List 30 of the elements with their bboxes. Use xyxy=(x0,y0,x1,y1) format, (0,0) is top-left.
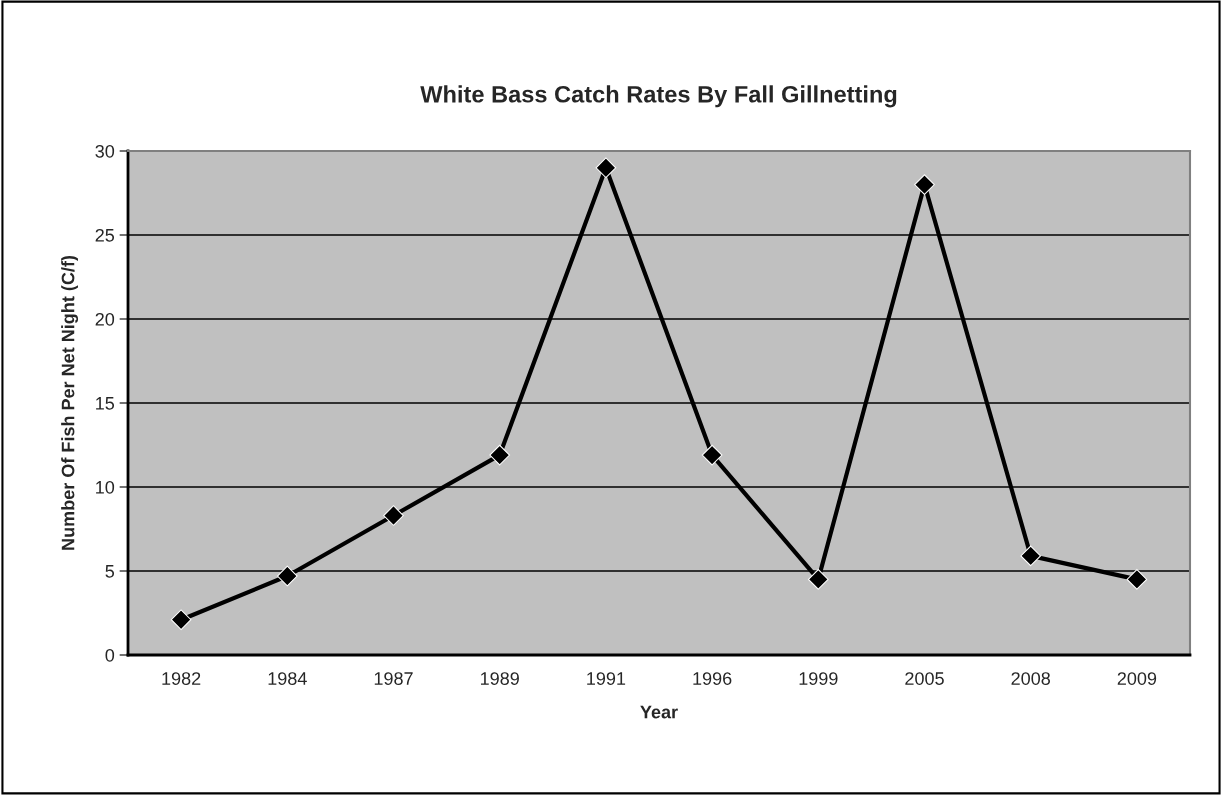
x-tick-label: 1982 xyxy=(162,672,201,685)
x-tick-label: 2008 xyxy=(1011,672,1050,685)
x-tick-label: 1984 xyxy=(268,672,307,685)
x-axis-title: Year xyxy=(640,705,678,719)
x-tick-label: 2009 xyxy=(1117,672,1157,685)
y-tick-label: 10 xyxy=(96,480,115,494)
y-tick-label: 5 xyxy=(105,565,115,578)
point xyxy=(276,565,298,587)
y-tick-label: 20 xyxy=(95,312,115,326)
x-tick-label: 1991 xyxy=(587,672,626,685)
y-tick-label: 15 xyxy=(96,397,115,410)
x-tick-label: 1989 xyxy=(481,672,519,685)
x-tick-label: 1987 xyxy=(374,672,413,685)
y-tick-label: 25 xyxy=(95,228,115,242)
x-tick-label: 2005 xyxy=(905,672,944,685)
point xyxy=(914,174,935,195)
point xyxy=(807,569,829,590)
point xyxy=(701,444,723,466)
x-tick-label: 1999 xyxy=(799,672,838,685)
point xyxy=(489,444,511,466)
chart-title: White Bass Catch Rates By Fall Gillnetting xyxy=(420,85,897,108)
y-tick-label: 0 xyxy=(105,648,115,662)
x-tick-label: 1996 xyxy=(693,672,732,685)
point xyxy=(383,505,404,526)
y-axis-title: Number Of Fish Per Net Night (C/f) xyxy=(61,255,79,550)
point xyxy=(595,157,617,179)
point xyxy=(1126,569,1148,590)
point xyxy=(1020,545,1042,567)
y-tick-label: 30 xyxy=(95,144,115,158)
point xyxy=(170,609,192,631)
